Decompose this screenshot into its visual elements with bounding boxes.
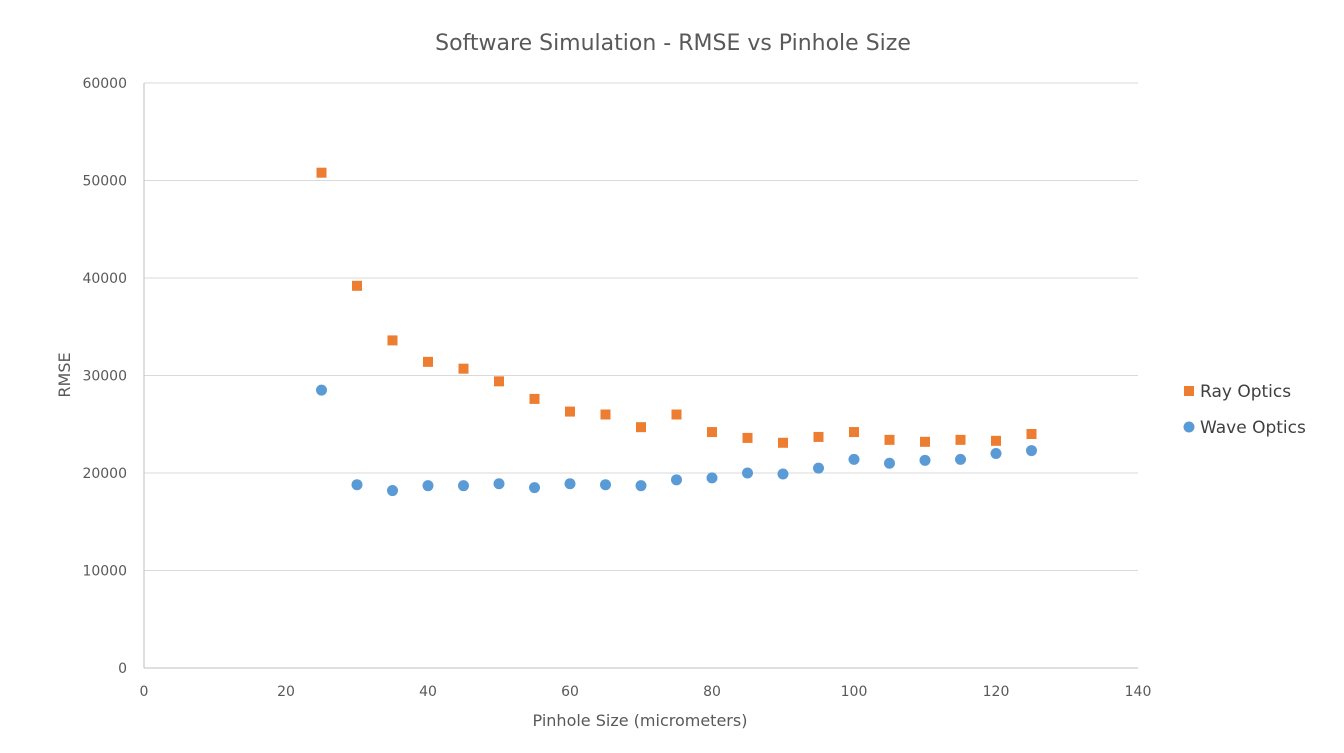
data-point — [671, 409, 682, 420]
data-point — [777, 468, 789, 480]
data-point — [955, 434, 966, 445]
x-tick-label: 0 — [140, 684, 149, 700]
data-point — [706, 472, 718, 484]
legend-circle-marker — [1183, 421, 1195, 433]
x-tick-label: 140 — [1125, 684, 1152, 700]
y-tick-label: 50000 — [82, 174, 127, 190]
data-point — [458, 363, 469, 374]
data-point — [387, 335, 398, 346]
y-tick-label: 60000 — [82, 76, 127, 92]
legend: Ray Optics Wave Optics — [1183, 382, 1306, 438]
x-tick-label: 40 — [419, 684, 437, 700]
x-tick-label: 80 — [703, 684, 721, 700]
data-series — [316, 167, 1037, 497]
data-point — [1026, 445, 1037, 457]
data-point — [635, 480, 647, 492]
y-tick-label: 0 — [118, 661, 127, 677]
data-point — [991, 435, 1001, 446]
x-axis-label: Pinhole Size (micrometers) — [533, 711, 748, 730]
data-point — [1026, 429, 1037, 439]
legend-square-marker — [1184, 386, 1194, 396]
x-tick-label: 120 — [983, 684, 1010, 700]
data-point — [565, 406, 575, 417]
data-point — [493, 478, 505, 490]
data-point — [707, 427, 717, 438]
data-point — [316, 384, 327, 396]
data-point — [529, 393, 540, 404]
data-point — [422, 480, 434, 492]
series-wave-optics — [316, 384, 1037, 497]
data-point — [600, 409, 611, 420]
data-point — [636, 422, 646, 433]
data-point — [813, 431, 824, 442]
data-point — [742, 467, 753, 479]
data-point — [884, 457, 895, 469]
data-point — [564, 478, 576, 490]
data-point — [990, 448, 1002, 459]
y-tick-label: 40000 — [82, 271, 127, 287]
x-tick-label: 100 — [841, 684, 868, 700]
data-point — [600, 479, 611, 491]
data-point — [387, 485, 398, 497]
data-point — [848, 453, 860, 465]
data-point — [919, 454, 931, 466]
y-tick-label: 20000 — [82, 466, 127, 482]
data-point — [494, 376, 504, 387]
legend-item: Ray Optics — [1184, 382, 1291, 402]
gridlines — [144, 82, 1138, 571]
data-point — [529, 482, 540, 494]
data-point — [920, 436, 930, 447]
data-point — [955, 453, 966, 465]
series-ray-optics — [316, 167, 1037, 448]
legend-item: Wave Optics — [1183, 418, 1306, 438]
chart-title: Software Simulation - RMSE vs Pinhole Si… — [435, 31, 911, 56]
data-point — [423, 356, 433, 367]
data-point — [351, 479, 363, 491]
data-point — [458, 480, 469, 492]
data-point — [849, 427, 859, 438]
legend-label: Ray Optics — [1200, 382, 1291, 402]
legend-label: Wave Optics — [1200, 418, 1306, 438]
data-point — [352, 280, 362, 291]
tick-labels: 0 10000 20000 30000 40000 50000 60000 0 20 40 60 80… — [82, 76, 1151, 700]
axes — [143, 83, 1138, 669]
data-point — [671, 474, 682, 486]
data-point — [778, 437, 788, 448]
x-tick-label: 20 — [277, 684, 295, 700]
x-tick-label: 60 — [561, 684, 579, 700]
y-tick-label: 10000 — [82, 564, 127, 580]
data-point — [813, 462, 824, 474]
data-point — [884, 434, 895, 445]
data-point — [316, 167, 327, 178]
data-point — [742, 432, 753, 443]
y-axis-label: RMSE — [55, 352, 74, 397]
y-tick-label: 30000 — [82, 369, 127, 385]
